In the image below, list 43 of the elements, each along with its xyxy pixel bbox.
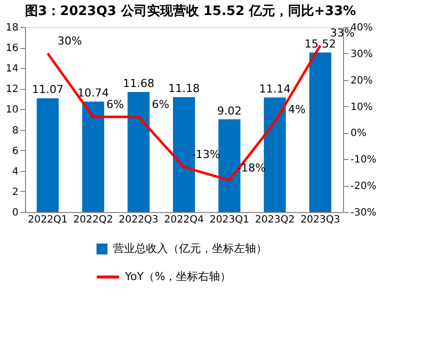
- y2-tick-label: -10%: [350, 154, 376, 166]
- y2-tick-label: 30%: [350, 48, 373, 60]
- bar: [128, 92, 150, 212]
- bar: [309, 52, 332, 212]
- data-label: 15.52: [304, 37, 336, 50]
- y-tick-label: 6: [12, 146, 18, 157]
- x-tick-label: 2023Q3: [300, 214, 340, 226]
- y-tick-label: 4: [12, 166, 18, 178]
- data-label: 11.07: [32, 83, 64, 96]
- y2-tick-label: 20%: [350, 75, 373, 86]
- data-label: 10.74: [77, 86, 109, 100]
- y-tick-label: 10: [6, 104, 18, 116]
- y2-tick-label: 10%: [350, 102, 373, 113]
- data-label: 6%: [152, 98, 170, 111]
- bar: [264, 98, 286, 212]
- chart-title: 图3：2023Q3 公司实现营收 15.52 亿元，同比+33%: [25, 3, 356, 19]
- y2-tick-label: 0%: [350, 128, 366, 140]
- x-tick-label: 2022Q1: [28, 214, 68, 226]
- data-label: 6%: [106, 98, 124, 111]
- y-tick-label: 14: [6, 64, 18, 75]
- x-tick-label: 2023Q2: [255, 214, 295, 226]
- legend-label: YoY（%，坐标右轴）: [124, 270, 232, 283]
- y-tick-label: 2: [12, 186, 18, 198]
- y2-tick-label: -30%: [350, 208, 376, 218]
- y2-tick-label: -20%: [350, 181, 376, 192]
- data-label: 4%: [288, 103, 306, 116]
- legend-label: 营业总收入（亿元，坐标左轴）: [113, 242, 267, 255]
- data-label: 11.18: [168, 82, 200, 96]
- bar: [82, 102, 104, 212]
- data-label: 11.14: [259, 82, 291, 96]
- x-tick-label: 2023Q1: [210, 214, 250, 226]
- x-tick-label: 2022Q3: [118, 214, 158, 226]
- data-label: 11.68: [122, 76, 154, 90]
- bar: [36, 98, 59, 212]
- y-tick-label: 0: [12, 208, 18, 218]
- y-tick-label: 16: [6, 43, 18, 54]
- data-label: 30%: [57, 34, 82, 48]
- y-tick-label: 12: [6, 84, 18, 96]
- y-tick-label: 18: [6, 22, 18, 34]
- data-label: 9.02: [217, 104, 242, 118]
- x-tick-label: 2022Q2: [73, 214, 113, 226]
- x-tick-label: 2022Q4: [164, 214, 204, 226]
- y-tick-label: 8: [12, 125, 18, 136]
